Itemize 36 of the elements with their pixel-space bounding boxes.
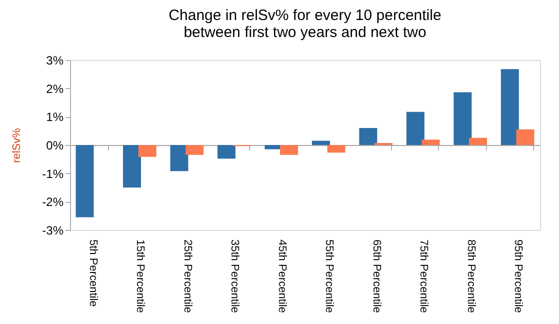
bar [422,140,440,145]
bar [76,145,94,218]
x-tick-label: 55th Percentile [323,240,336,313]
bar [359,128,378,145]
x-tick-label: 65th Percentile [370,240,382,313]
y-tick-label: 0% [46,138,64,152]
bar [469,138,488,145]
y-tick-label: 3% [46,54,64,68]
bar [312,140,330,145]
bar [138,145,156,157]
bar [516,129,534,145]
x-tick-label: 95th Percentile [512,240,524,313]
x-tick-label: 75th Percentile [418,240,430,313]
text: between first two years and next two [184,24,426,41]
bar [217,145,236,159]
y-tick-label: -3% [42,224,64,238]
bar [280,145,298,155]
x-tick-label: 45th Percentile [276,240,288,313]
y-tick-label: 2% [46,82,64,96]
x-tick-label: 85th Percentile [464,240,477,313]
x-tick-label: 35th Percentile [228,240,241,313]
bar [454,92,472,145]
y-tick-label: -2% [42,195,64,210]
x-tick-label: 5th Percentile [86,240,99,307]
x-tick-label: 25th Percentile [181,240,194,313]
y-tick-label: -1% [42,166,64,181]
y-tick-label: 1% [46,110,64,124]
text: Change in relSv% for every 10 percentile [168,7,442,24]
bar [122,145,141,188]
bar [170,145,188,172]
y-axis-title: relSv% [11,128,24,163]
bar [186,145,204,155]
bar [406,112,424,145]
x-tick-label: 15th Percentile [134,240,146,313]
bar [327,145,346,153]
bar [500,69,519,145]
